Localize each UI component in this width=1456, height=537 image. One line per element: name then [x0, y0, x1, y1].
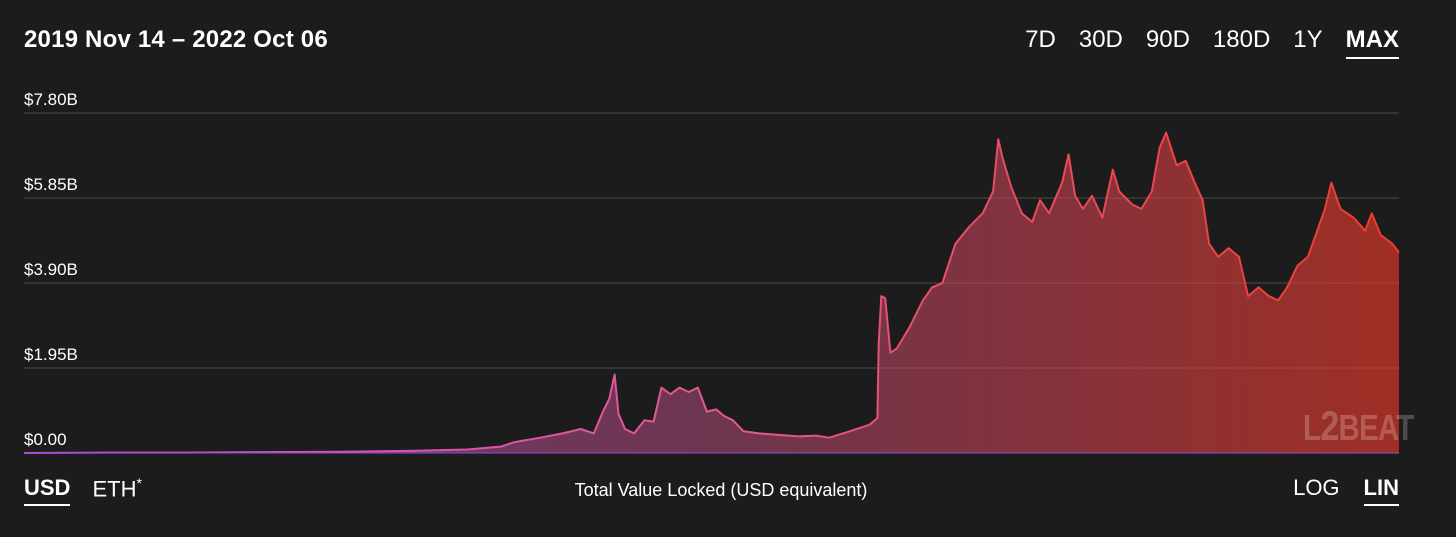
y-axis-ticks: $0.00 $1.95B $3.90B $5.85B $7.80B	[24, 90, 78, 449]
y-tick-label: $7.80B	[24, 90, 78, 109]
usd-toggle[interactable]: USD	[24, 475, 71, 507]
tvl-series-line	[23, 131, 1400, 454]
chart-caption: Total Value Locked (USD equivalent)	[574, 480, 868, 500]
y-tick-label: $3.90B	[24, 260, 78, 279]
chart-footer: USD ETH* Total Value Locked (USD equival…	[0, 475, 1456, 515]
unit-toggle: USD ETH*	[24, 475, 142, 507]
eth-footnote-mark: *	[136, 475, 142, 491]
tab-max[interactable]: MAX	[1345, 26, 1399, 59]
tab-180d[interactable]: 180D	[1212, 26, 1271, 53]
y-tick-label: $1.95B	[24, 345, 78, 364]
tvl-area-fill	[24, 132, 1399, 453]
y-tick-label: $0.00	[24, 430, 67, 449]
eth-label: ETH	[92, 476, 137, 502]
tab-90d[interactable]: 90D	[1145, 26, 1190, 53]
log-toggle[interactable]: LOG	[1293, 475, 1340, 500]
scale-toggle: LOG LIN	[1293, 475, 1399, 506]
lin-toggle[interactable]: LIN	[1363, 475, 1399, 506]
tab-1y[interactable]: 1Y	[1293, 26, 1323, 53]
tab-7d[interactable]: 7D	[1025, 26, 1056, 53]
l2beat-watermark: L2BEAT	[1303, 402, 1414, 449]
eth-toggle[interactable]: ETH*	[92, 475, 141, 506]
time-range-tabs: 7D 30D 90D 180D 1Y MAX	[1025, 26, 1399, 59]
y-tick-label: $5.85B	[24, 175, 78, 194]
tab-30d[interactable]: 30D	[1078, 26, 1123, 53]
date-range-title: 2019 Nov 14 – 2022 Oct 06	[24, 26, 328, 53]
